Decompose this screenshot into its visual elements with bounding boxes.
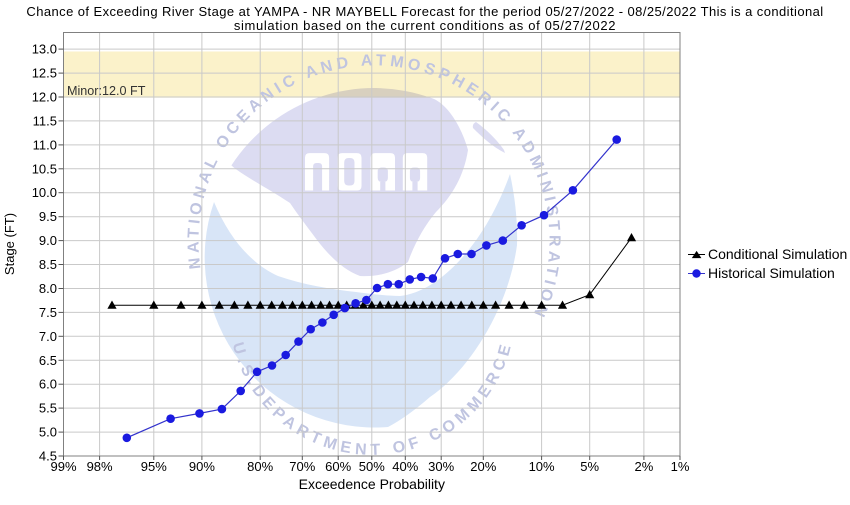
svg-text:simulation based on the curren: simulation based on the current conditio… bbox=[234, 18, 616, 33]
svg-text:6.5: 6.5 bbox=[39, 353, 57, 368]
svg-text:95%: 95% bbox=[141, 459, 167, 474]
svg-text:Stage (FT): Stage (FT) bbox=[2, 213, 17, 275]
svg-text:40%: 40% bbox=[392, 459, 418, 474]
svg-text:13.0: 13.0 bbox=[32, 42, 57, 57]
svg-text:9.5: 9.5 bbox=[39, 209, 57, 224]
svg-text:11.5: 11.5 bbox=[33, 113, 57, 128]
svg-text:10.5: 10.5 bbox=[32, 161, 57, 176]
svg-text:Exceedence Probability: Exceedence Probability bbox=[299, 476, 445, 492]
svg-text:10%: 10% bbox=[529, 459, 555, 474]
svg-text:8.5: 8.5 bbox=[39, 257, 57, 272]
svg-text:8.0: 8.0 bbox=[39, 281, 57, 296]
svg-text:9.0: 9.0 bbox=[39, 233, 57, 248]
svg-text:5%: 5% bbox=[580, 459, 599, 474]
svg-text:90%: 90% bbox=[189, 459, 215, 474]
svg-text:98%: 98% bbox=[87, 459, 113, 474]
svg-text:6.0: 6.0 bbox=[39, 377, 57, 392]
svg-text:5.0: 5.0 bbox=[39, 425, 57, 440]
svg-text:1%: 1% bbox=[671, 459, 690, 474]
svg-text:5.5: 5.5 bbox=[39, 401, 57, 416]
svg-text:Conditional Simulation: Conditional Simulation bbox=[708, 246, 847, 262]
svg-text:7.0: 7.0 bbox=[39, 329, 57, 344]
svg-text:Chance of Exceeding River Stag: Chance of Exceeding River Stage at YAMPA… bbox=[26, 4, 823, 19]
svg-text:12.0: 12.0 bbox=[32, 90, 57, 105]
svg-text:50%: 50% bbox=[359, 459, 385, 474]
svg-text:30%: 30% bbox=[428, 459, 454, 474]
svg-text:4.5: 4.5 bbox=[39, 449, 57, 464]
svg-text:10.0: 10.0 bbox=[32, 185, 57, 200]
svg-text:99%: 99% bbox=[50, 459, 76, 474]
svg-text:60%: 60% bbox=[325, 459, 351, 474]
svg-text:70%: 70% bbox=[289, 459, 315, 474]
svg-text:2%: 2% bbox=[635, 459, 654, 474]
svg-text:20%: 20% bbox=[470, 459, 496, 474]
svg-text:7.5: 7.5 bbox=[39, 305, 57, 320]
svg-text:12.5: 12.5 bbox=[32, 66, 57, 81]
svg-text:11.0: 11.0 bbox=[33, 137, 57, 152]
svg-text:80%: 80% bbox=[247, 459, 273, 474]
svg-text:Historical Simulation: Historical Simulation bbox=[708, 265, 835, 281]
svg-text:Minor:12.0 FT: Minor:12.0 FT bbox=[67, 84, 146, 98]
